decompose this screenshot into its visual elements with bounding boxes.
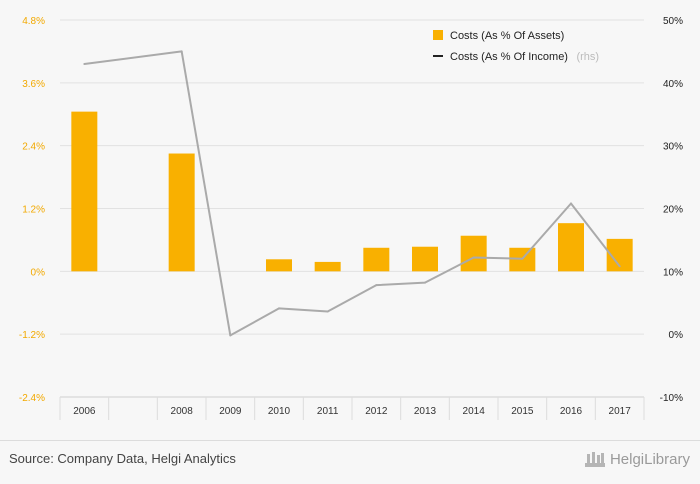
- line-point: [521, 257, 524, 260]
- line-series: [83, 50, 621, 337]
- bar: [558, 223, 584, 272]
- x-tick-label: 2008: [171, 406, 194, 417]
- line-point: [83, 62, 86, 65]
- right-tick-label: 30%: [663, 142, 683, 153]
- line-point: [424, 281, 426, 284]
- line-point: [375, 284, 378, 287]
- left-tick-label: 0%: [31, 267, 46, 278]
- left-tick-label: 3.6%: [22, 79, 45, 90]
- left-tick-label: -2.4%: [19, 393, 45, 404]
- right-tick-label: 0%: [669, 330, 684, 341]
- x-tick-label: 2014: [463, 406, 486, 417]
- left-tick-label: 1.2%: [22, 205, 45, 216]
- axes: 4.8% 50% 3.6% 40% 2.4% 30% 1.2% 20% 0% 10% -1.2% 0%…: [19, 16, 683, 420]
- right-tick-label: 50%: [663, 16, 683, 27]
- footer: Source: Company Data, Helgi Analytics He…: [0, 440, 700, 484]
- legend-label-line-name: Costs (As % Of Income): [450, 51, 568, 63]
- x-tick-label: 2017: [609, 406, 632, 417]
- line-point: [618, 265, 621, 268]
- bar: [314, 261, 341, 272]
- bar: [71, 111, 98, 272]
- line-path: [84, 50, 621, 337]
- line-point: [180, 50, 183, 53]
- chart: 4.8% 50% 3.6% 40% 2.4% 30% 1.2% 20% 0% 10% -1.2% 0%…: [19, 16, 683, 420]
- left-tick-label: 4.8%: [22, 16, 45, 27]
- line-point: [326, 310, 329, 313]
- bar-series: [71, 111, 633, 272]
- left-tick-label: 2.4%: [22, 142, 45, 153]
- bar: [168, 153, 195, 272]
- left-tick-label: -1.2%: [19, 330, 45, 341]
- line-point: [278, 307, 280, 310]
- line-point: [570, 202, 572, 205]
- brand-name: HelgiLibrary: [609, 450, 690, 468]
- right-tick-label: 10%: [663, 267, 683, 278]
- brand-logo: HelgiLibrary: [584, 449, 690, 469]
- legend: Costs (As % Of Assets) Costs (As % Of In…: [433, 30, 599, 64]
- x-tick-label: 2013: [414, 406, 437, 417]
- source-note: Source: Company Data, Helgi Analytics: [9, 451, 236, 466]
- bar: [363, 247, 390, 272]
- line-point: [472, 256, 475, 259]
- x-tick-label: 2009: [219, 406, 242, 417]
- bar: [412, 246, 438, 272]
- right-tick-label: -10%: [660, 393, 683, 404]
- x-tick-label: 2015: [511, 406, 534, 417]
- legend-label-bar: Costs (As % Of Assets): [450, 30, 564, 42]
- library-icon: [584, 452, 605, 467]
- right-tick-label: 20%: [663, 205, 683, 216]
- line-point: [229, 334, 232, 337]
- bar: [460, 235, 487, 272]
- gridlines: [60, 19, 644, 398]
- bar: [266, 259, 292, 272]
- legend-label-line: Costs (As % Of Income) (rhs): [450, 47, 599, 64]
- x-tick-label: 2011: [317, 406, 339, 417]
- legend-label-rhs: (rhs): [576, 51, 599, 63]
- x-tick-label: 2012: [365, 406, 388, 417]
- x-tick-label: 2016: [560, 406, 583, 417]
- legend-swatch-bar: [433, 30, 443, 40]
- right-tick-label: 40%: [663, 79, 683, 90]
- x-tick-label: 2010: [268, 406, 291, 417]
- x-tick-label: 2006: [73, 406, 96, 417]
